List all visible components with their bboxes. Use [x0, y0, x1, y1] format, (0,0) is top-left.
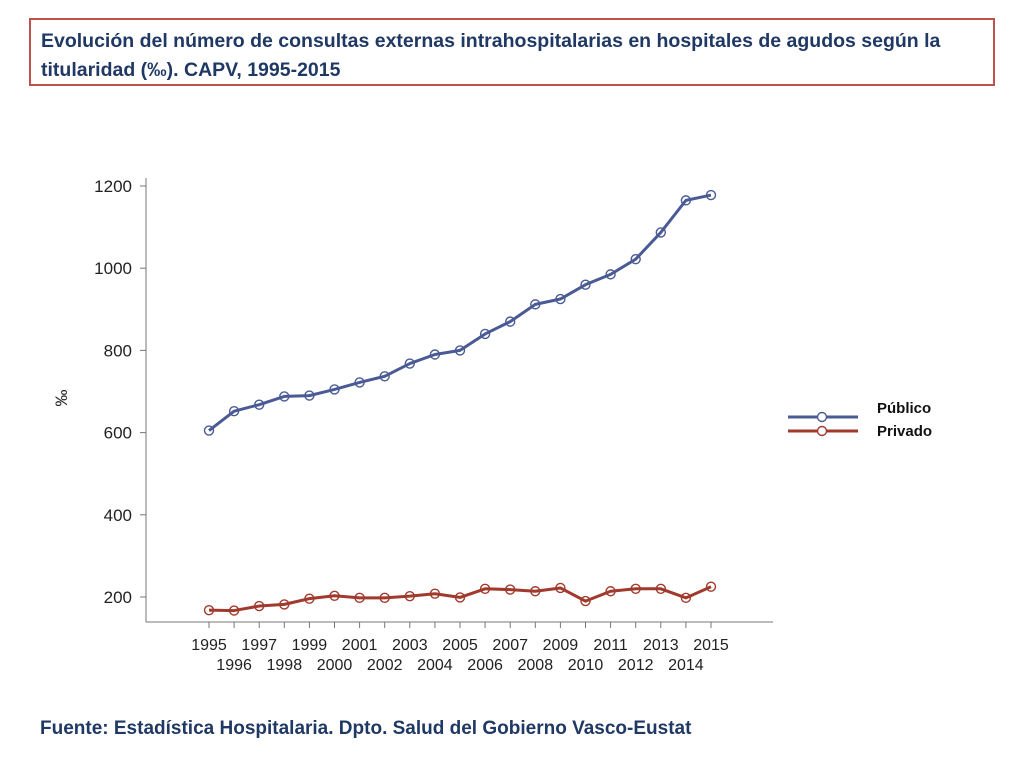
data-point — [605, 269, 616, 280]
data-point — [705, 581, 717, 592]
x-tick-label: 2004 — [417, 657, 453, 674]
legend-item: Privado — [788, 423, 932, 440]
data-point — [254, 600, 265, 612]
data-point — [254, 399, 265, 410]
data-point — [655, 583, 666, 594]
x-tick-label: 1996 — [216, 657, 252, 674]
data-point — [203, 425, 215, 436]
data-point — [304, 593, 315, 604]
y-tick-label: 1000 — [94, 259, 132, 278]
data-point — [555, 293, 566, 305]
data-point — [479, 328, 491, 340]
chart-axes: 200 400 600 800 1000 1200 1995 1996 1997 1998 1999… — [52, 177, 773, 674]
x-tick-label: 2013 — [643, 637, 679, 654]
data-point — [404, 358, 415, 369]
legend-label: Público — [877, 400, 931, 417]
data-point — [279, 599, 290, 610]
data-point — [680, 195, 692, 206]
data-point — [429, 588, 441, 599]
x-tick-label: 2001 — [342, 637, 378, 654]
data-point — [530, 586, 541, 597]
data-point — [705, 189, 717, 201]
data-point — [404, 590, 415, 602]
x-tick-label: 1998 — [267, 657, 303, 674]
series-privado — [203, 581, 717, 616]
data-point — [454, 345, 466, 356]
x-tick-label: 2000 — [317, 657, 353, 674]
x-tick-label: 1997 — [241, 637, 277, 654]
y-tick-label: 800 — [104, 341, 132, 360]
data-point — [605, 586, 616, 597]
chart-title: Evolución del número de consultas extern… — [41, 30, 941, 81]
x-tick-label: 2015 — [693, 637, 729, 654]
data-point — [354, 592, 365, 604]
data-point — [279, 391, 290, 402]
data-point — [354, 377, 365, 388]
data-point — [379, 592, 390, 604]
data-point — [329, 590, 340, 601]
data-point — [429, 349, 441, 360]
data-point — [655, 227, 666, 238]
data-point — [630, 253, 641, 265]
data-point — [228, 605, 240, 616]
series-line — [208, 585, 712, 613]
series-layer — [203, 189, 717, 616]
x-tick-label: 1999 — [292, 637, 328, 654]
y-tick-label: 200 — [104, 588, 132, 607]
legend-swatch-marker — [816, 425, 828, 437]
legend-label: Privado — [877, 423, 932, 440]
data-point — [580, 595, 591, 607]
y-tick-label: 600 — [104, 424, 132, 443]
data-point — [454, 592, 466, 603]
data-point — [505, 584, 516, 595]
x-tick-label: 2007 — [492, 637, 528, 654]
x-tick-label: 2011 — [593, 637, 628, 654]
source-note: Fuente: Estadística Hospitalaria. Dpto. … — [40, 718, 692, 739]
y-tick-label: 400 — [104, 506, 132, 525]
x-tick-label: 2008 — [518, 657, 554, 674]
data-point — [304, 390, 315, 401]
series-publico — [203, 189, 717, 436]
y-tick-label: 1200 — [94, 177, 132, 196]
x-tick-label: 1995 — [191, 637, 227, 654]
data-point — [203, 604, 215, 616]
title-box: Evolución del número de consultas extern… — [29, 18, 995, 86]
y-axis-label: ‰ — [52, 390, 71, 407]
x-tick-label: 2003 — [392, 637, 428, 654]
legend-item: Público — [788, 400, 931, 423]
x-tick-label: 2009 — [543, 637, 579, 654]
data-point — [630, 583, 641, 594]
series-line — [208, 193, 712, 432]
data-point — [329, 384, 340, 395]
x-tick-label: 2002 — [367, 657, 403, 674]
x-tick-label: 2012 — [618, 657, 654, 674]
x-tick-label: 2005 — [442, 637, 478, 654]
data-point — [479, 583, 491, 594]
data-point — [580, 279, 591, 290]
data-point — [530, 299, 541, 310]
data-point — [228, 406, 240, 417]
data-point — [505, 316, 516, 327]
data-point — [555, 582, 566, 594]
x-tick-label: 2006 — [467, 657, 503, 674]
data-point — [379, 371, 390, 382]
legend-swatch-marker — [816, 411, 828, 423]
data-point — [680, 592, 692, 604]
legend: Público Privado — [788, 400, 932, 440]
x-tick-label: 2014 — [668, 657, 704, 674]
x-tick-label: 2010 — [568, 657, 604, 674]
